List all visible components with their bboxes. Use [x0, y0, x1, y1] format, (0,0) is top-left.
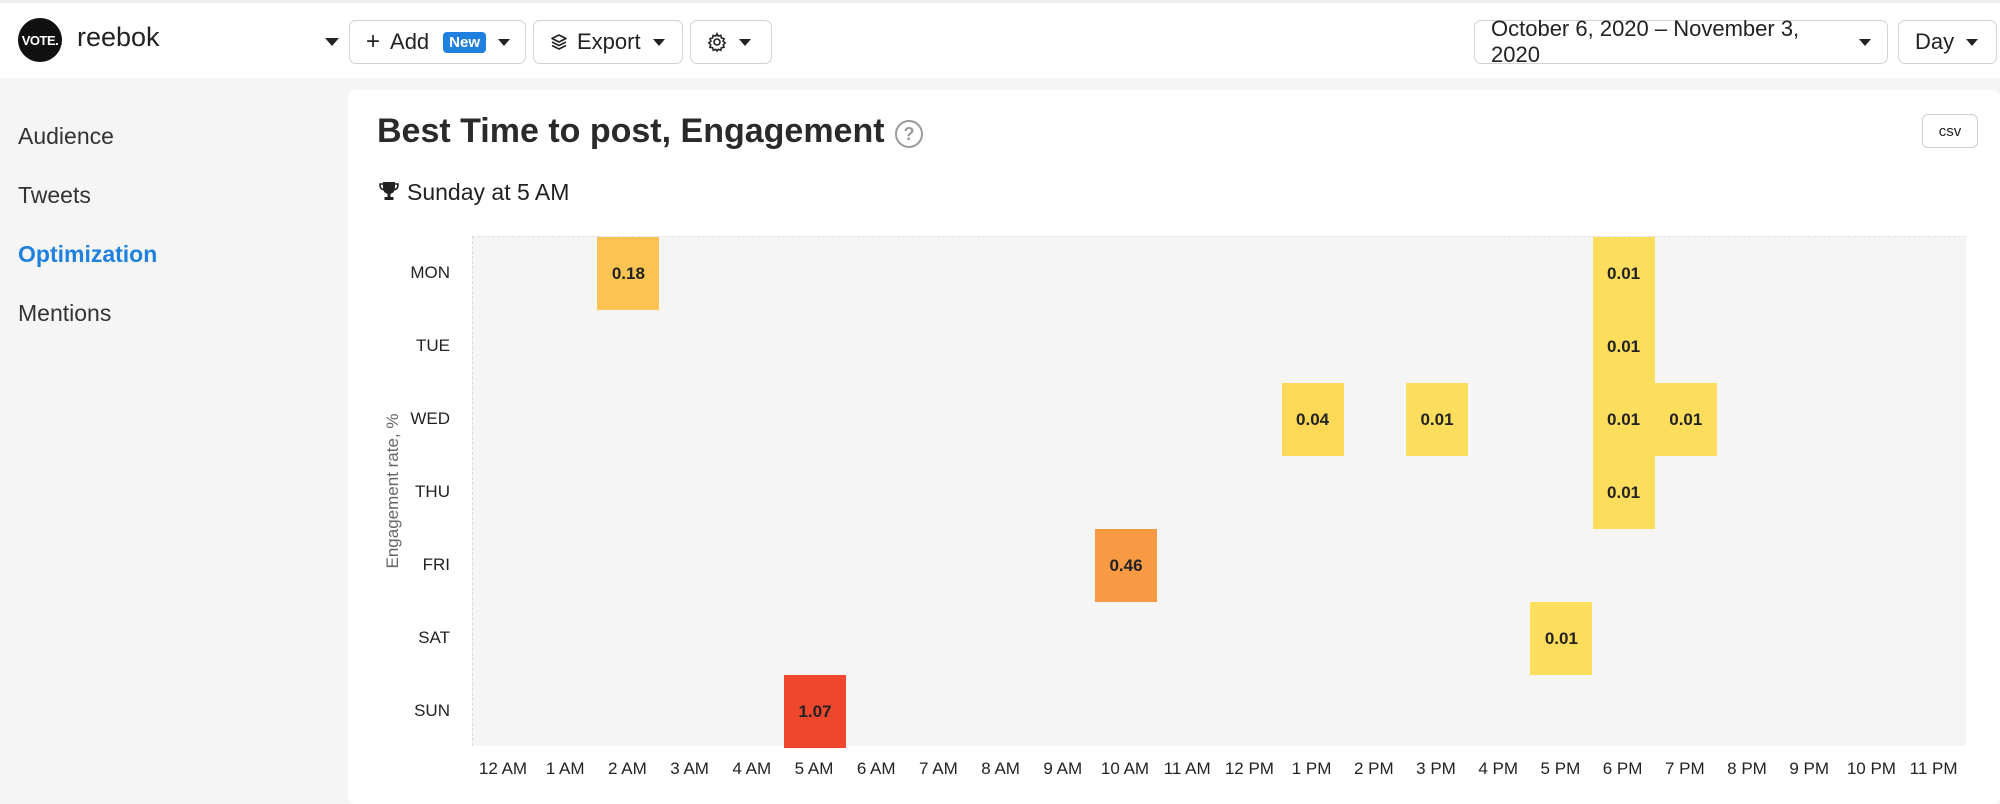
granularity-select[interactable]: Day [1898, 20, 1997, 64]
hour-label-5-pm: 5 PM [1540, 759, 1581, 778]
add-button[interactable]: + Add New [349, 20, 526, 64]
hour-label-10-am: 10 AM [1100, 759, 1150, 778]
heatmap-cell[interactable]: 0.18 [597, 237, 660, 310]
hour-label-4-pm: 4 PM [1478, 759, 1519, 778]
heatmap-cell[interactable]: 1.07 [784, 675, 846, 748]
day-label-tue: TUE [416, 335, 450, 355]
hour-label-2-pm: 2 PM [1353, 759, 1394, 778]
day-label-thu: THU [415, 481, 450, 501]
day-label-mon: MON [410, 262, 450, 282]
page-title: Best Time to post, Engagement [377, 112, 885, 150]
chevron-down-icon [739, 38, 751, 46]
hour-label-10-pm: 10 PM [1846, 759, 1896, 778]
day-label-wed: WED [410, 408, 450, 428]
plus-icon: + [366, 28, 381, 55]
chevron-down-icon [1859, 38, 1871, 46]
hour-label-4-am: 4 AM [732, 759, 772, 778]
granularity-label: Day [1915, 29, 1955, 54]
hour-label-3-pm: 3 PM [1416, 759, 1456, 778]
heatmap-cell[interactable]: 0.01 [1406, 383, 1468, 456]
hour-label-7-am: 7 AM [919, 759, 958, 778]
settings-button[interactable] [690, 20, 772, 64]
hour-label-12-pm: 12 PM [1224, 759, 1274, 778]
heatmap-cell[interactable]: 0.01 [1530, 602, 1593, 675]
chevron-down-icon [652, 38, 665, 46]
layers-icon [550, 33, 568, 51]
hour-label-7-pm: 7 PM [1664, 759, 1705, 778]
hour-label-3-am: 3 AM [670, 759, 709, 778]
hour-label-9-am: 9 AM [1043, 759, 1083, 778]
heatmap-cell[interactable]: 0.04 [1281, 383, 1344, 456]
gear-icon [707, 32, 727, 52]
account-logo[interactable]: VOTE. [18, 18, 62, 62]
day-label-fri: FRI [422, 554, 450, 574]
hour-label-9-pm: 9 PM [1789, 759, 1830, 778]
hour-label-1-am: 1 AM [545, 759, 585, 778]
account-name[interactable]: reebok [77, 22, 160, 52]
hour-label-6-pm: 6 PM [1602, 759, 1643, 778]
hour-label-6-am: 6 AM [856, 759, 896, 778]
heatmap-cell[interactable]: 0.01 [1592, 456, 1655, 529]
trophy-icon [378, 180, 400, 207]
export-button-label: Export [577, 29, 641, 54]
hour-label-5-am: 5 AM [794, 759, 834, 778]
sidebar-item-optimization[interactable]: Optimization [18, 241, 158, 267]
day-label-sat: SAT [418, 627, 450, 647]
heatmap-plot-area: 0.18 0.01 0.01 0.04 0.01 0.01 0.01 0.01 0.46 0.01… [472, 236, 1966, 748]
heatmap-cell[interactable]: 0.01 [1592, 237, 1655, 310]
new-badge: New [443, 31, 487, 53]
csv-button[interactable]: csv [1922, 114, 1978, 148]
date-range-picker[interactable]: October 6, 2020 – November 3, 2020 [1474, 16, 1888, 67]
sidebar-item-audience[interactable]: Audience [18, 123, 114, 149]
hour-label-12-am: 12 AM [478, 759, 528, 778]
help-icon[interactable]: ? [895, 120, 923, 148]
hour-label-11-pm: 11 PM [1909, 759, 1958, 778]
export-button[interactable]: Export [533, 20, 683, 64]
hour-label-1-pm: 1 PM [1291, 759, 1332, 778]
heatmap-cell[interactable]: 0.01 [1592, 310, 1655, 383]
hour-label-8-pm: 8 PM [1727, 759, 1767, 778]
heatmap-cell[interactable]: 0.46 [1095, 529, 1157, 602]
hour-label-2-am: 2 AM [608, 759, 647, 778]
heatmap-cell[interactable]: 0.01 [1654, 383, 1717, 456]
chevron-down-icon [1966, 38, 1979, 46]
best-time-summary: Sunday at 5 AM [407, 179, 570, 205]
hour-label-8-am: 8 AM [981, 759, 1020, 778]
chevron-down-icon [498, 38, 511, 46]
hour-label-11-am: 11 AM [1163, 759, 1211, 778]
date-range-label: October 6, 2020 – November 3, 2020 [1491, 16, 1800, 67]
add-button-label: Add [390, 29, 430, 54]
day-label-sun: SUN [414, 700, 450, 720]
sidebar-item-tweets[interactable]: Tweets [18, 182, 91, 208]
sidebar-item-mentions[interactable]: Mentions [18, 300, 112, 326]
top-bar: VOTE. reebok + Add New Export October 6,… [0, 0, 2000, 78]
heatmap-cell[interactable]: 0.01 [1592, 383, 1655, 456]
account-chevron-down-icon[interactable] [325, 38, 339, 46]
